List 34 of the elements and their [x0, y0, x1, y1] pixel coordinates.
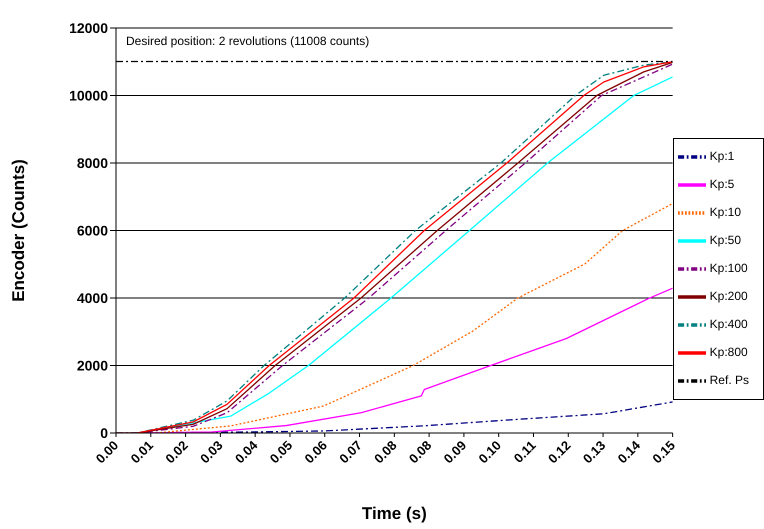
y-tick-label: 12000	[69, 20, 108, 36]
x-axis-title: Time (s)	[362, 504, 427, 523]
x-tick-label: 0.11	[510, 438, 539, 466]
y-axis-title: Encoder (Counts)	[9, 159, 28, 302]
x-tick-label: 0.03	[197, 438, 226, 466]
y-tick-label: 8000	[76, 154, 108, 171]
x-tick-label: 0.13	[580, 438, 608, 466]
annotation: Desired position: 2 revolutions (11008 counts)	[126, 34, 370, 48]
x-tick-label: 0.04	[232, 437, 261, 466]
x-tick-label: 0.10	[475, 438, 504, 466]
x-tick-label: 0.08	[406, 438, 434, 466]
legend-label: Kp:400	[710, 316, 748, 331]
legend-label: Ref. Ps	[710, 372, 749, 387]
x-tick-label: 0.02	[162, 438, 191, 466]
x-tick-label: 0.05	[266, 438, 296, 466]
x-tick-label: 0.15	[649, 438, 678, 466]
x-tick-label: 0.09	[440, 438, 470, 466]
y-tick-label: 6000	[76, 222, 108, 238]
legend-label: Kp:800	[710, 344, 748, 359]
x-tick-label: 0.06	[302, 438, 330, 466]
legend-label: Kp:200	[710, 288, 748, 303]
y-tick-label: 10000	[69, 87, 108, 104]
legend-label: Kp:5	[710, 176, 734, 191]
legend-label: Kp:1	[710, 148, 734, 163]
y-tick-label: 2000	[76, 357, 108, 374]
legend-label: Kp:50	[710, 232, 741, 247]
x-tick-label: 0.08	[371, 438, 400, 466]
x-tick-label: 0.14	[614, 437, 644, 466]
x-tick-label: 0.01	[128, 438, 156, 466]
x-tick-label: 0.12	[545, 438, 574, 466]
legend-label: Kp:100	[710, 260, 748, 275]
x-tick-label: 0.07	[336, 438, 365, 466]
legend-label: Kp:10	[710, 204, 741, 219]
y-tick-label: 4000	[76, 290, 108, 306]
